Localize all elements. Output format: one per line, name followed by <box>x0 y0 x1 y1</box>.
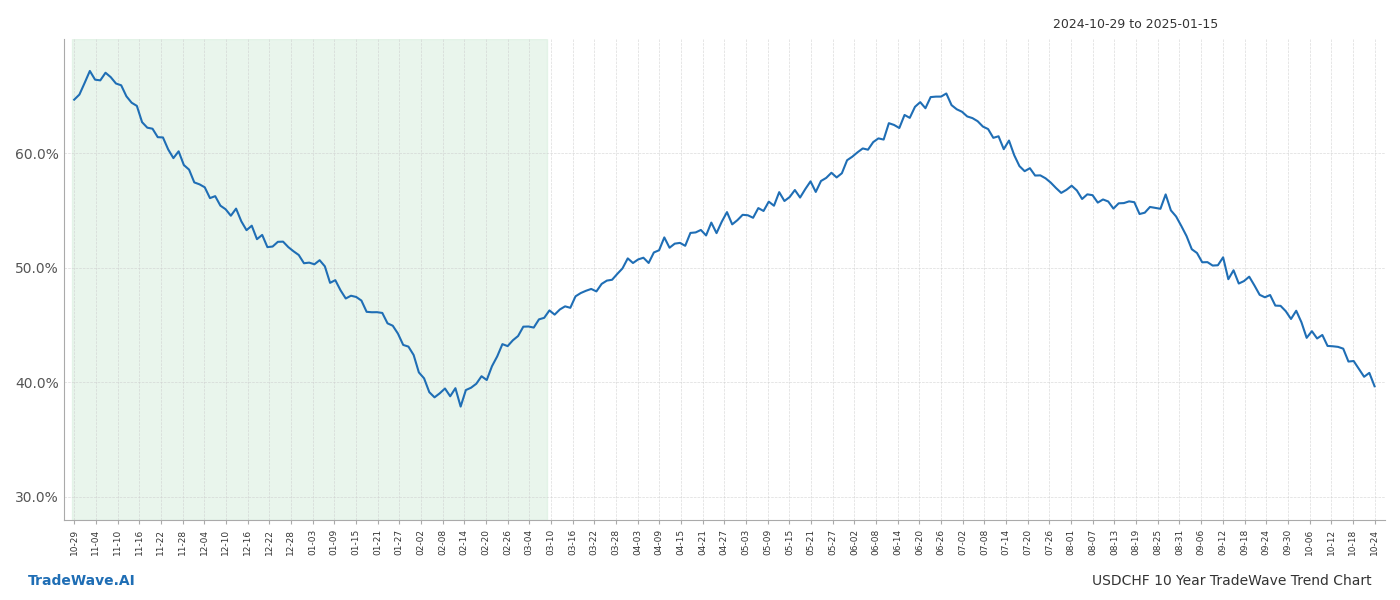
Text: USDCHF 10 Year TradeWave Trend Chart: USDCHF 10 Year TradeWave Trend Chart <box>1092 574 1372 588</box>
Text: 2024-10-29 to 2025-01-15: 2024-10-29 to 2025-01-15 <box>1053 18 1218 31</box>
Text: TradeWave.AI: TradeWave.AI <box>28 574 136 588</box>
Bar <box>71 39 547 520</box>
